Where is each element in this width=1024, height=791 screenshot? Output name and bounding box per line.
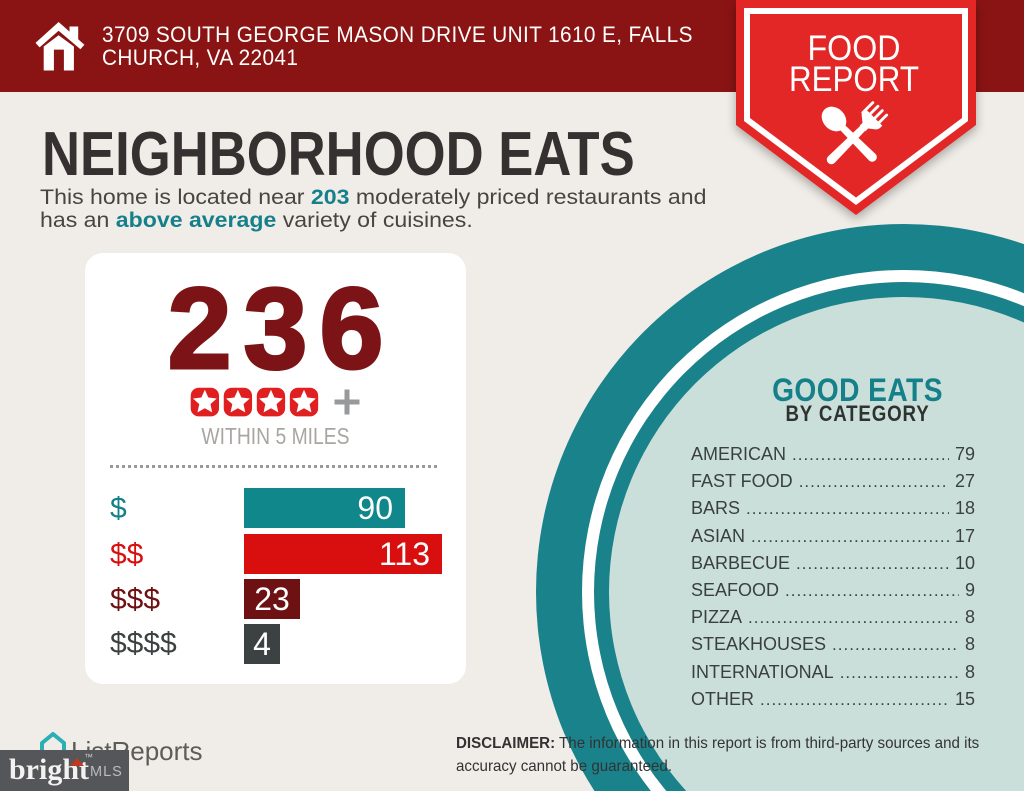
- svg-text:REPORT: REPORT: [789, 60, 919, 99]
- svg-text:FOOD: FOOD: [808, 29, 901, 68]
